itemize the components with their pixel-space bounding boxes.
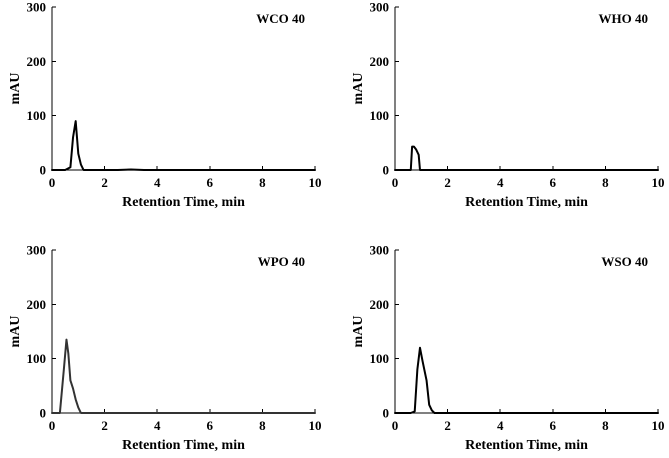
- series-line-wso-40: [394, 346, 659, 414]
- y-tick-label: 100: [27, 351, 47, 366]
- x-tick-label: 8: [259, 175, 266, 190]
- y-tick-label: 0: [40, 406, 47, 421]
- x-tick-label: 6: [207, 175, 214, 190]
- y-tick-label: 100: [27, 108, 47, 123]
- chart-panel-4: 0 100 200 300 0 2 4 6 8 10 Retention Time, min mAU W…: [351, 243, 665, 454]
- x-tick-label: 0: [49, 418, 56, 433]
- series-line-wpo-40: [51, 338, 316, 414]
- x-tick-label: 4: [154, 418, 161, 433]
- x-axis-title: Retention Time, min: [122, 438, 245, 453]
- x-tick-label: 4: [497, 418, 504, 433]
- panel-title: WHO 40: [599, 11, 648, 26]
- x-tick-label: 10: [652, 175, 665, 190]
- x-tick-label: 10: [309, 418, 322, 433]
- y-tick-label: 100: [370, 351, 390, 366]
- x-tick-label: 10: [309, 175, 322, 190]
- chart-panel-1: 0 100 200 300 0 2 4 6 8 10 Retention Time, min mAU W…: [8, 0, 322, 210]
- x-tick-label: 10: [652, 418, 665, 433]
- x-tick-label: 8: [259, 418, 266, 433]
- y-axis-title: mAU: [8, 316, 23, 348]
- x-tick-label: 2: [101, 175, 108, 190]
- y-tick-label: 200: [27, 297, 47, 312]
- panel-title: WCO 40: [256, 11, 305, 26]
- x-axis-title: Retention Time, min: [465, 195, 588, 210]
- y-tick-label: 100: [370, 108, 390, 123]
- x-tick-label: 4: [154, 175, 161, 190]
- y-axis-title: mAU: [8, 73, 23, 105]
- y-tick-label: 200: [370, 54, 390, 69]
- x-tick-label: 8: [602, 175, 609, 190]
- y-tick-label: 200: [370, 297, 390, 312]
- y-tick-label: 0: [383, 163, 390, 178]
- x-tick-label: 6: [207, 418, 214, 433]
- x-tick-label: 0: [392, 175, 399, 190]
- y-tick-label: 300: [370, 243, 390, 258]
- series-line-who-40: [394, 145, 659, 171]
- x-axis-title: Retention Time, min: [122, 195, 245, 210]
- x-tick-label: 6: [550, 175, 557, 190]
- panel-title: WPO 40: [258, 254, 305, 269]
- y-axis-title: mAU: [351, 73, 366, 105]
- panel-title: WSO 40: [601, 254, 648, 269]
- y-tick-label: 300: [27, 0, 47, 15]
- x-tick-label: 2: [101, 418, 108, 433]
- x-axis-title: Retention Time, min: [465, 438, 588, 453]
- series-line-wco-40: [51, 120, 316, 171]
- x-tick-label: 2: [444, 175, 451, 190]
- y-tick-label: 300: [370, 0, 390, 15]
- x-tick-label: 6: [550, 418, 557, 433]
- x-tick-label: 0: [49, 175, 56, 190]
- y-tick-label: 0: [40, 163, 47, 178]
- x-tick-label: 0: [392, 418, 399, 433]
- x-tick-label: 8: [602, 418, 609, 433]
- y-tick-label: 300: [27, 243, 47, 258]
- chart-panel-3: 0 100 200 300 0 2 4 6 8 10 Retention Time, min mAU W…: [8, 243, 322, 454]
- y-tick-label: 200: [27, 54, 47, 69]
- y-axis-title: mAU: [351, 316, 366, 348]
- x-tick-label: 4: [497, 175, 504, 190]
- chart-panel-2: 0 100 200 300 0 2 4 6 8 10 Retention Time, min mAU W…: [351, 0, 665, 210]
- x-tick-label: 2: [444, 418, 451, 433]
- y-tick-label: 0: [383, 406, 390, 421]
